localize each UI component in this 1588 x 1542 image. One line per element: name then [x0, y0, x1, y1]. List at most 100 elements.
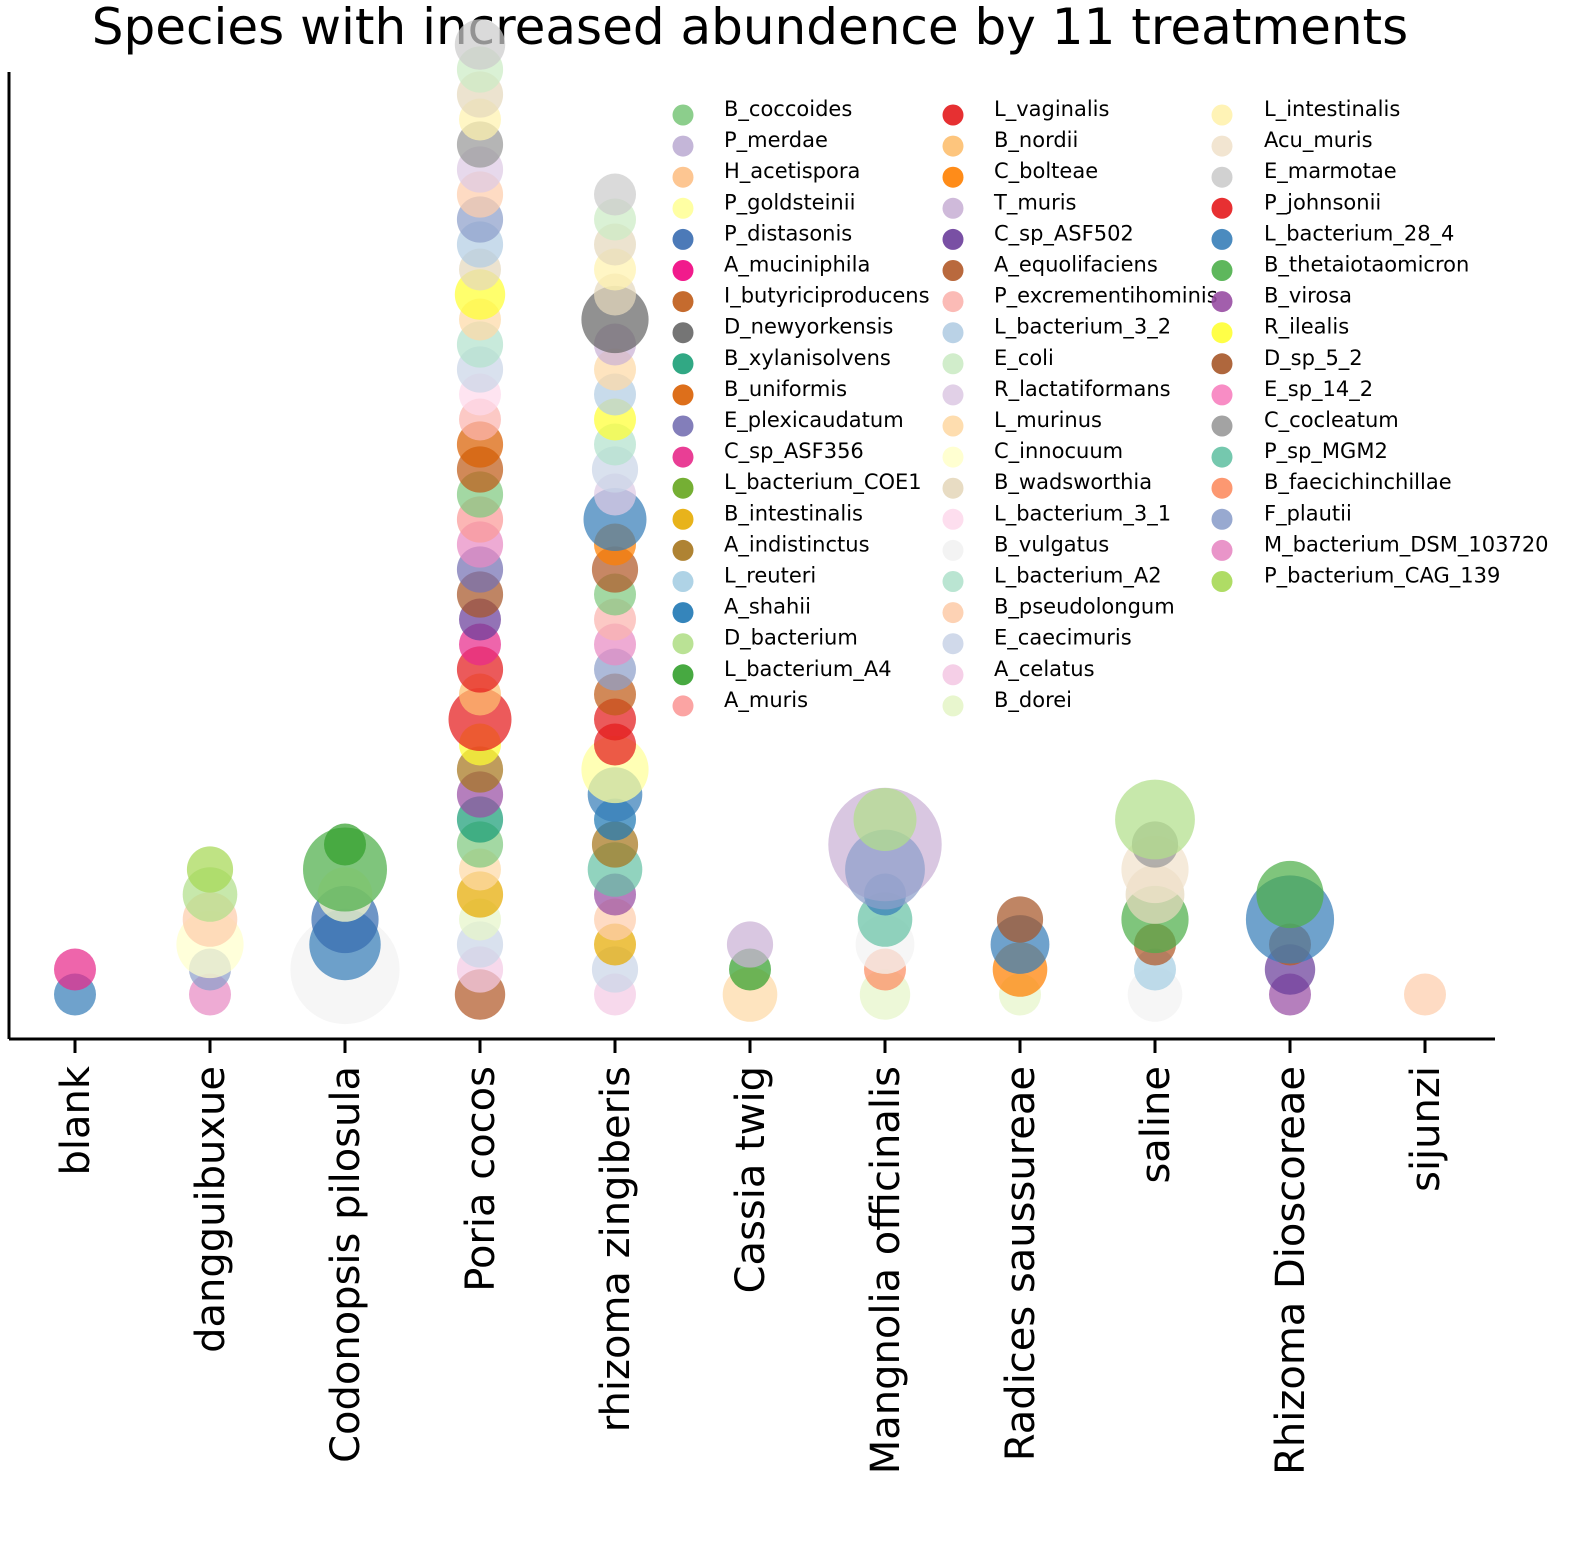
point-dangguibuxue-p-bacterium-cag-139: [186, 846, 234, 893]
legend-label: B_nordii: [994, 128, 1078, 153]
legend-marker: [1211, 446, 1233, 468]
point-mangnolia-officinalis-d-bacterium: [853, 788, 917, 851]
legend-label: L_bacterium_A4: [724, 657, 892, 682]
legend-marker: [942, 260, 964, 281]
legend-label: L_murinus: [994, 408, 1102, 433]
legend-marker: [672, 228, 694, 250]
legend-label: L_reuteri: [724, 564, 816, 589]
legend-marker: [942, 353, 964, 375]
legend-marker: [1211, 508, 1233, 530]
legend-label: B_pseudolongum: [994, 595, 1175, 620]
legend-marker: [672, 260, 694, 281]
legend-marker: [942, 384, 964, 406]
point-mangnolia-officinalis-f-plautii: [845, 829, 925, 910]
legend-marker: [942, 104, 964, 126]
legend-label: L_bacterium_COE1: [724, 470, 922, 495]
legend-marker: [942, 508, 964, 530]
legend-marker: [672, 322, 694, 344]
legend-label: A_muciniphila: [724, 253, 870, 278]
point-blank-c-sp-asf356: [54, 948, 96, 991]
legend-marker: [672, 166, 694, 188]
legend-label: B_thetaiotaomicron: [1264, 253, 1469, 278]
legend-marker: [1211, 353, 1233, 375]
x-axis-ticks: blank dangguibuxue Codonopsis pilosula Pori…: [53, 1039, 1449, 1475]
legend-marker: [1211, 539, 1233, 561]
legend-marker: [1211, 415, 1233, 437]
legend-label: C_innocuum: [994, 439, 1123, 464]
x-tick-label: Rhizoma Dioscoreae: [1268, 1066, 1314, 1475]
legend-label: B_dorei: [994, 688, 1072, 713]
legend-marker: [672, 633, 694, 655]
legend-label: B_vulgatus: [994, 532, 1109, 557]
legend-label: B_faecichinchillae: [1264, 470, 1452, 495]
legend-marker: [1211, 260, 1233, 281]
legend-label: P_bacterium_CAG_139: [1264, 564, 1500, 589]
legend-marker: [942, 415, 964, 437]
legend-marker: [942, 291, 964, 313]
legend-label: H_acetispora: [724, 159, 860, 184]
legend-label: L_bacterium_3_1: [994, 501, 1171, 526]
legend-marker: [942, 664, 964, 686]
x-tick-label: Radices saussureae: [998, 1066, 1044, 1461]
x-tick-label: Codonopsis pilosula: [323, 1066, 369, 1463]
x-tick-label: blank: [53, 1065, 99, 1175]
legend-marker: [942, 228, 964, 250]
legend-label: A_equolifaciens: [994, 253, 1158, 278]
legend-marker: [672, 197, 694, 219]
x-tick-label: rhizoma zingiberis: [593, 1066, 639, 1432]
legend-label: B_intestinalis: [724, 501, 863, 526]
legend-label: P_excrementihominis: [994, 284, 1218, 309]
point-rhizoma-dioscoreae-b-thetaiotaomicron: [1256, 860, 1324, 929]
point-codonopsis-pilosula-b-thetaiotaomicron: [303, 827, 387, 912]
legend-label: D_newyorkensis: [724, 315, 893, 340]
legend-marker: [672, 384, 694, 406]
legend-marker: [672, 477, 694, 499]
legend-marker: [672, 602, 694, 624]
point-poria-cocos-e-marmotae: [454, 19, 506, 70]
legend-marker: [1211, 571, 1233, 592]
legend-label: M_bacterium_DSM_103720: [1264, 532, 1549, 557]
legend-marker: [942, 135, 964, 157]
legend-marker: [942, 539, 964, 561]
legend-label: B_coccoides: [724, 97, 852, 122]
legend-label: E_marmotae: [1264, 159, 1397, 184]
legend-label: C_cocleatum: [1264, 408, 1399, 433]
legend-marker: [942, 197, 964, 219]
legend-marker: [672, 415, 694, 437]
legend-label: T_muris: [993, 190, 1077, 215]
legend-label: F_plautii: [1264, 501, 1352, 526]
legend-marker: [1211, 228, 1233, 250]
legend-marker: [672, 571, 694, 592]
plot-area: [54, 19, 1446, 1025]
legend-label: L_bacterium_3_2: [994, 315, 1171, 340]
legend-marker: [1211, 135, 1233, 157]
legend-label: B_virosa: [1264, 284, 1352, 309]
point-rhizoma-zingiberis-e-marmotae: [594, 173, 636, 216]
legend-label: E_sp_14_2: [1264, 377, 1373, 402]
legend-label: B_xylanisolvens: [724, 346, 891, 371]
legend-marker: [672, 135, 694, 157]
legend-marker: [942, 166, 964, 188]
legend-label: L_bacterium_A2: [994, 564, 1162, 589]
x-tick-label: dangguibuxue: [188, 1066, 234, 1353]
x-tick-label: Mangnolia officinalis: [863, 1066, 909, 1474]
legend-label: P_goldsteinii: [724, 190, 855, 215]
legend-marker: [1211, 477, 1233, 499]
x-tick-label: saline: [1133, 1066, 1179, 1184]
legend-label: C_sp_ASF502: [994, 221, 1134, 246]
legend-label: R_lactatiformans: [994, 377, 1171, 402]
x-tick-label: Poria cocos: [458, 1066, 504, 1292]
legend: B_coccoides P_merdae H_acetispora P_goldste…: [672, 97, 1549, 717]
point-saline-d-bacterium: [1115, 779, 1195, 860]
legend-marker: [672, 508, 694, 530]
legend-label: E_caecimuris: [994, 626, 1132, 651]
legend-marker: [1211, 291, 1233, 313]
legend-marker: [942, 695, 964, 717]
point-sijunzi-b-pseudolongum: [1404, 973, 1446, 1016]
point-radices-saussureae-d-sp-5-2: [996, 896, 1044, 943]
legend-marker: [672, 353, 694, 375]
legend-marker: [942, 571, 964, 592]
legend-marker: [672, 539, 694, 561]
legend-label: Acu_muris: [1264, 128, 1373, 153]
